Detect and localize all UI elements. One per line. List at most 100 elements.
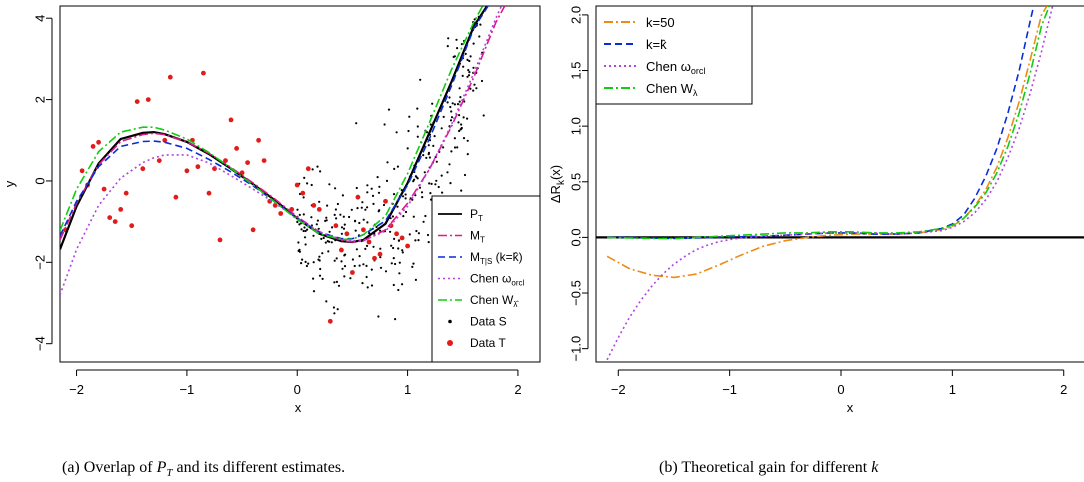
data-s-point	[466, 58, 469, 62]
data-s-point	[480, 79, 484, 83]
data-s-point	[458, 129, 461, 133]
panel-b-series-line-3	[606, 6, 1054, 361]
data-s-point	[404, 197, 407, 200]
panel-b-y-tick-label: 1.5	[569, 61, 584, 79]
data-s-point	[377, 191, 381, 194]
data-s-point	[298, 250, 301, 253]
data-s-point	[416, 125, 419, 128]
panel-b-y-tick-label: 2.0	[569, 6, 584, 24]
data-s-point	[406, 147, 409, 150]
data-s-point	[395, 131, 398, 134]
data-s-point	[297, 241, 300, 244]
data-s-point	[366, 286, 369, 289]
data-s-point	[302, 196, 305, 199]
data-t-point	[145, 97, 151, 102]
data-s-point	[414, 175, 417, 178]
data-s-point	[350, 208, 353, 211]
data-s-point	[366, 206, 369, 209]
data-s-point	[417, 232, 420, 235]
data-t-point	[344, 231, 350, 237]
data-s-point	[302, 229, 305, 233]
data-s-point	[361, 201, 364, 204]
data-s-point	[306, 228, 309, 231]
panel-b-x-axis: −2 −1 0 1 2	[611, 369, 1067, 397]
data-s-point	[460, 189, 463, 192]
data-s-point	[390, 262, 393, 265]
data-t-point	[361, 227, 366, 233]
data-s-point	[303, 236, 307, 239]
data-s-point	[475, 87, 478, 90]
data-s-point	[343, 265, 347, 268]
data-s-point	[412, 180, 415, 183]
panel-a-legend: PT MT MT|S (k=k̂) Chen ωorcl Chen Wλ̂ Data S D…	[431, 195, 541, 363]
panel-a-x-tick-label: 0	[294, 382, 301, 397]
data-s-point	[468, 71, 471, 74]
panel-b-legend: k=50 k=k̂ Chen ωorcl Chen Wλ	[595, 5, 753, 105]
data-t-point	[305, 166, 311, 172]
data-t-point	[350, 270, 355, 275]
data-s-point	[334, 208, 337, 211]
panel-b-y-axis: −1.0 −0.5 0.0 0.5 1.0 1.5 2.0	[569, 6, 589, 361]
data-s-point	[333, 259, 336, 262]
panel-a-plot-frame	[59, 5, 541, 363]
data-s-point	[312, 234, 315, 237]
data-s-point	[324, 219, 327, 222]
legend-a-label-0: PT	[470, 207, 483, 223]
data-s-point	[456, 47, 459, 50]
data-s-point	[333, 312, 336, 315]
legend-a-label-1: MT	[470, 229, 485, 245]
data-s-point	[415, 229, 418, 233]
data-t-point	[112, 219, 118, 225]
panel-b-gain-chart: −2 −1 0 1 2 −1.0 −0.5 0.0 0.5 1.0 1.5 2.0 x ΔRk(x)…	[548, 5, 1084, 415]
panel-a-series-line-1	[60, 6, 506, 243]
data-s-point	[450, 150, 453, 153]
data-s-point	[360, 206, 363, 209]
data-s-point	[322, 236, 325, 240]
data-s-point	[458, 114, 461, 117]
data-s-point	[333, 281, 336, 284]
data-s-point	[298, 213, 301, 216]
data-s-point	[416, 107, 419, 110]
data-s-point	[340, 226, 344, 229]
panel-a-y-tick-label: −4	[33, 336, 48, 351]
data-s-point	[328, 183, 331, 186]
data-s-point	[453, 55, 456, 58]
data-s-point	[446, 45, 449, 48]
caption-b: (b) Theoretical gain for different k	[659, 459, 879, 476]
data-s-point	[340, 260, 343, 263]
data-s-point	[394, 318, 397, 321]
data-s-point	[429, 192, 432, 195]
legend-b-label-2: Chen ωorcl	[646, 59, 705, 76]
data-s-point	[440, 174, 443, 177]
data-t-point	[162, 137, 168, 143]
data-s-point	[385, 179, 389, 182]
legend-a-label-5: Data S	[470, 315, 507, 329]
data-s-point	[315, 223, 318, 226]
data-s-point	[304, 243, 307, 246]
data-s-point	[467, 69, 470, 72]
data-s-point	[460, 123, 463, 126]
data-s-point	[466, 139, 469, 142]
data-s-point	[305, 264, 308, 268]
data-s-point	[372, 202, 375, 205]
data-t-point	[256, 137, 261, 143]
data-s-point	[365, 275, 368, 279]
data-s-point	[303, 226, 306, 229]
data-s-point	[316, 165, 319, 168]
data-s-point	[301, 258, 304, 261]
data-s-point	[343, 223, 346, 226]
data-s-point	[457, 121, 460, 124]
data-s-point	[389, 230, 392, 233]
data-s-point	[364, 247, 367, 250]
panel-b-series-lines	[596, 6, 1084, 361]
data-s-point	[430, 182, 433, 185]
panel-a-y-tick-label: 2	[33, 96, 48, 103]
data-s-point	[467, 74, 471, 77]
panel-a-series-line-4	[60, 6, 484, 241]
data-s-point	[391, 215, 394, 218]
data-t-point	[234, 146, 240, 151]
panel-a-series-line-0	[60, 6, 488, 250]
data-s-point	[307, 262, 310, 265]
data-s-point	[458, 87, 461, 90]
data-s-point	[325, 216, 328, 219]
